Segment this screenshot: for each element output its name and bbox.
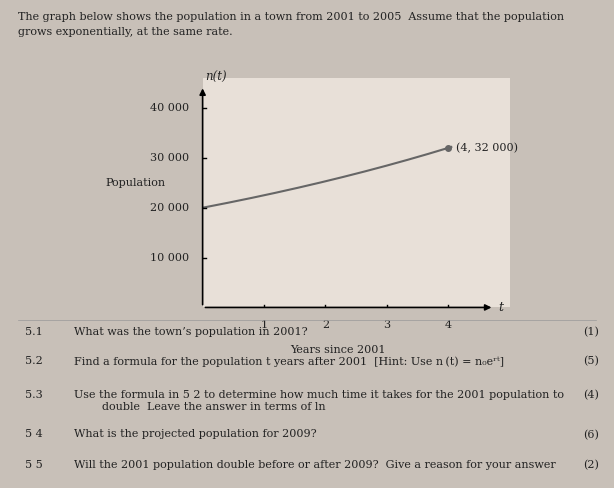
Text: Use the formula in 5 2 to determine how much time it takes for the 2001 populati: Use the formula in 5 2 to determine how … — [74, 390, 564, 412]
Text: (4, 32 000): (4, 32 000) — [456, 142, 518, 153]
Text: 1: 1 — [260, 320, 268, 330]
Text: 5.2: 5.2 — [25, 356, 42, 366]
Text: What is the projected population for 2009?: What is the projected population for 200… — [74, 429, 316, 439]
Text: (6): (6) — [583, 429, 599, 440]
Text: (5): (5) — [583, 356, 599, 366]
Text: Years since 2001: Years since 2001 — [290, 345, 386, 355]
Text: t: t — [499, 301, 503, 314]
Text: 5 4: 5 4 — [25, 429, 42, 439]
Text: n(t): n(t) — [205, 71, 227, 84]
Text: 20 000: 20 000 — [150, 203, 189, 213]
Text: 5.3: 5.3 — [25, 390, 42, 400]
Text: What was the town’s population in 2001?: What was the town’s population in 2001? — [74, 327, 307, 337]
Text: 4: 4 — [445, 320, 452, 330]
Text: 10 000: 10 000 — [150, 253, 189, 263]
Text: 3: 3 — [383, 320, 391, 330]
Text: 5.1: 5.1 — [25, 327, 42, 337]
Text: 30 000: 30 000 — [150, 153, 189, 163]
Text: 40 000: 40 000 — [150, 103, 189, 113]
Text: (2): (2) — [583, 460, 599, 470]
Text: grows exponentially, at the same rate.: grows exponentially, at the same rate. — [18, 27, 233, 37]
Text: The graph below shows the population in a town from 2001 to 2005  Assume that th: The graph below shows the population in … — [18, 12, 564, 22]
Text: Will the 2001 population double before or after 2009?  Give a reason for your an: Will the 2001 population double before o… — [74, 460, 556, 469]
Text: 5 5: 5 5 — [25, 460, 42, 469]
Text: Population: Population — [105, 178, 165, 188]
Text: (4): (4) — [583, 390, 599, 401]
Text: Find a formula for the population t years after 2001  [Hint: Use n (t) = n₀eʳᵗ]: Find a formula for the population t year… — [74, 356, 504, 367]
Text: (1): (1) — [583, 327, 599, 337]
Text: 2: 2 — [322, 320, 329, 330]
